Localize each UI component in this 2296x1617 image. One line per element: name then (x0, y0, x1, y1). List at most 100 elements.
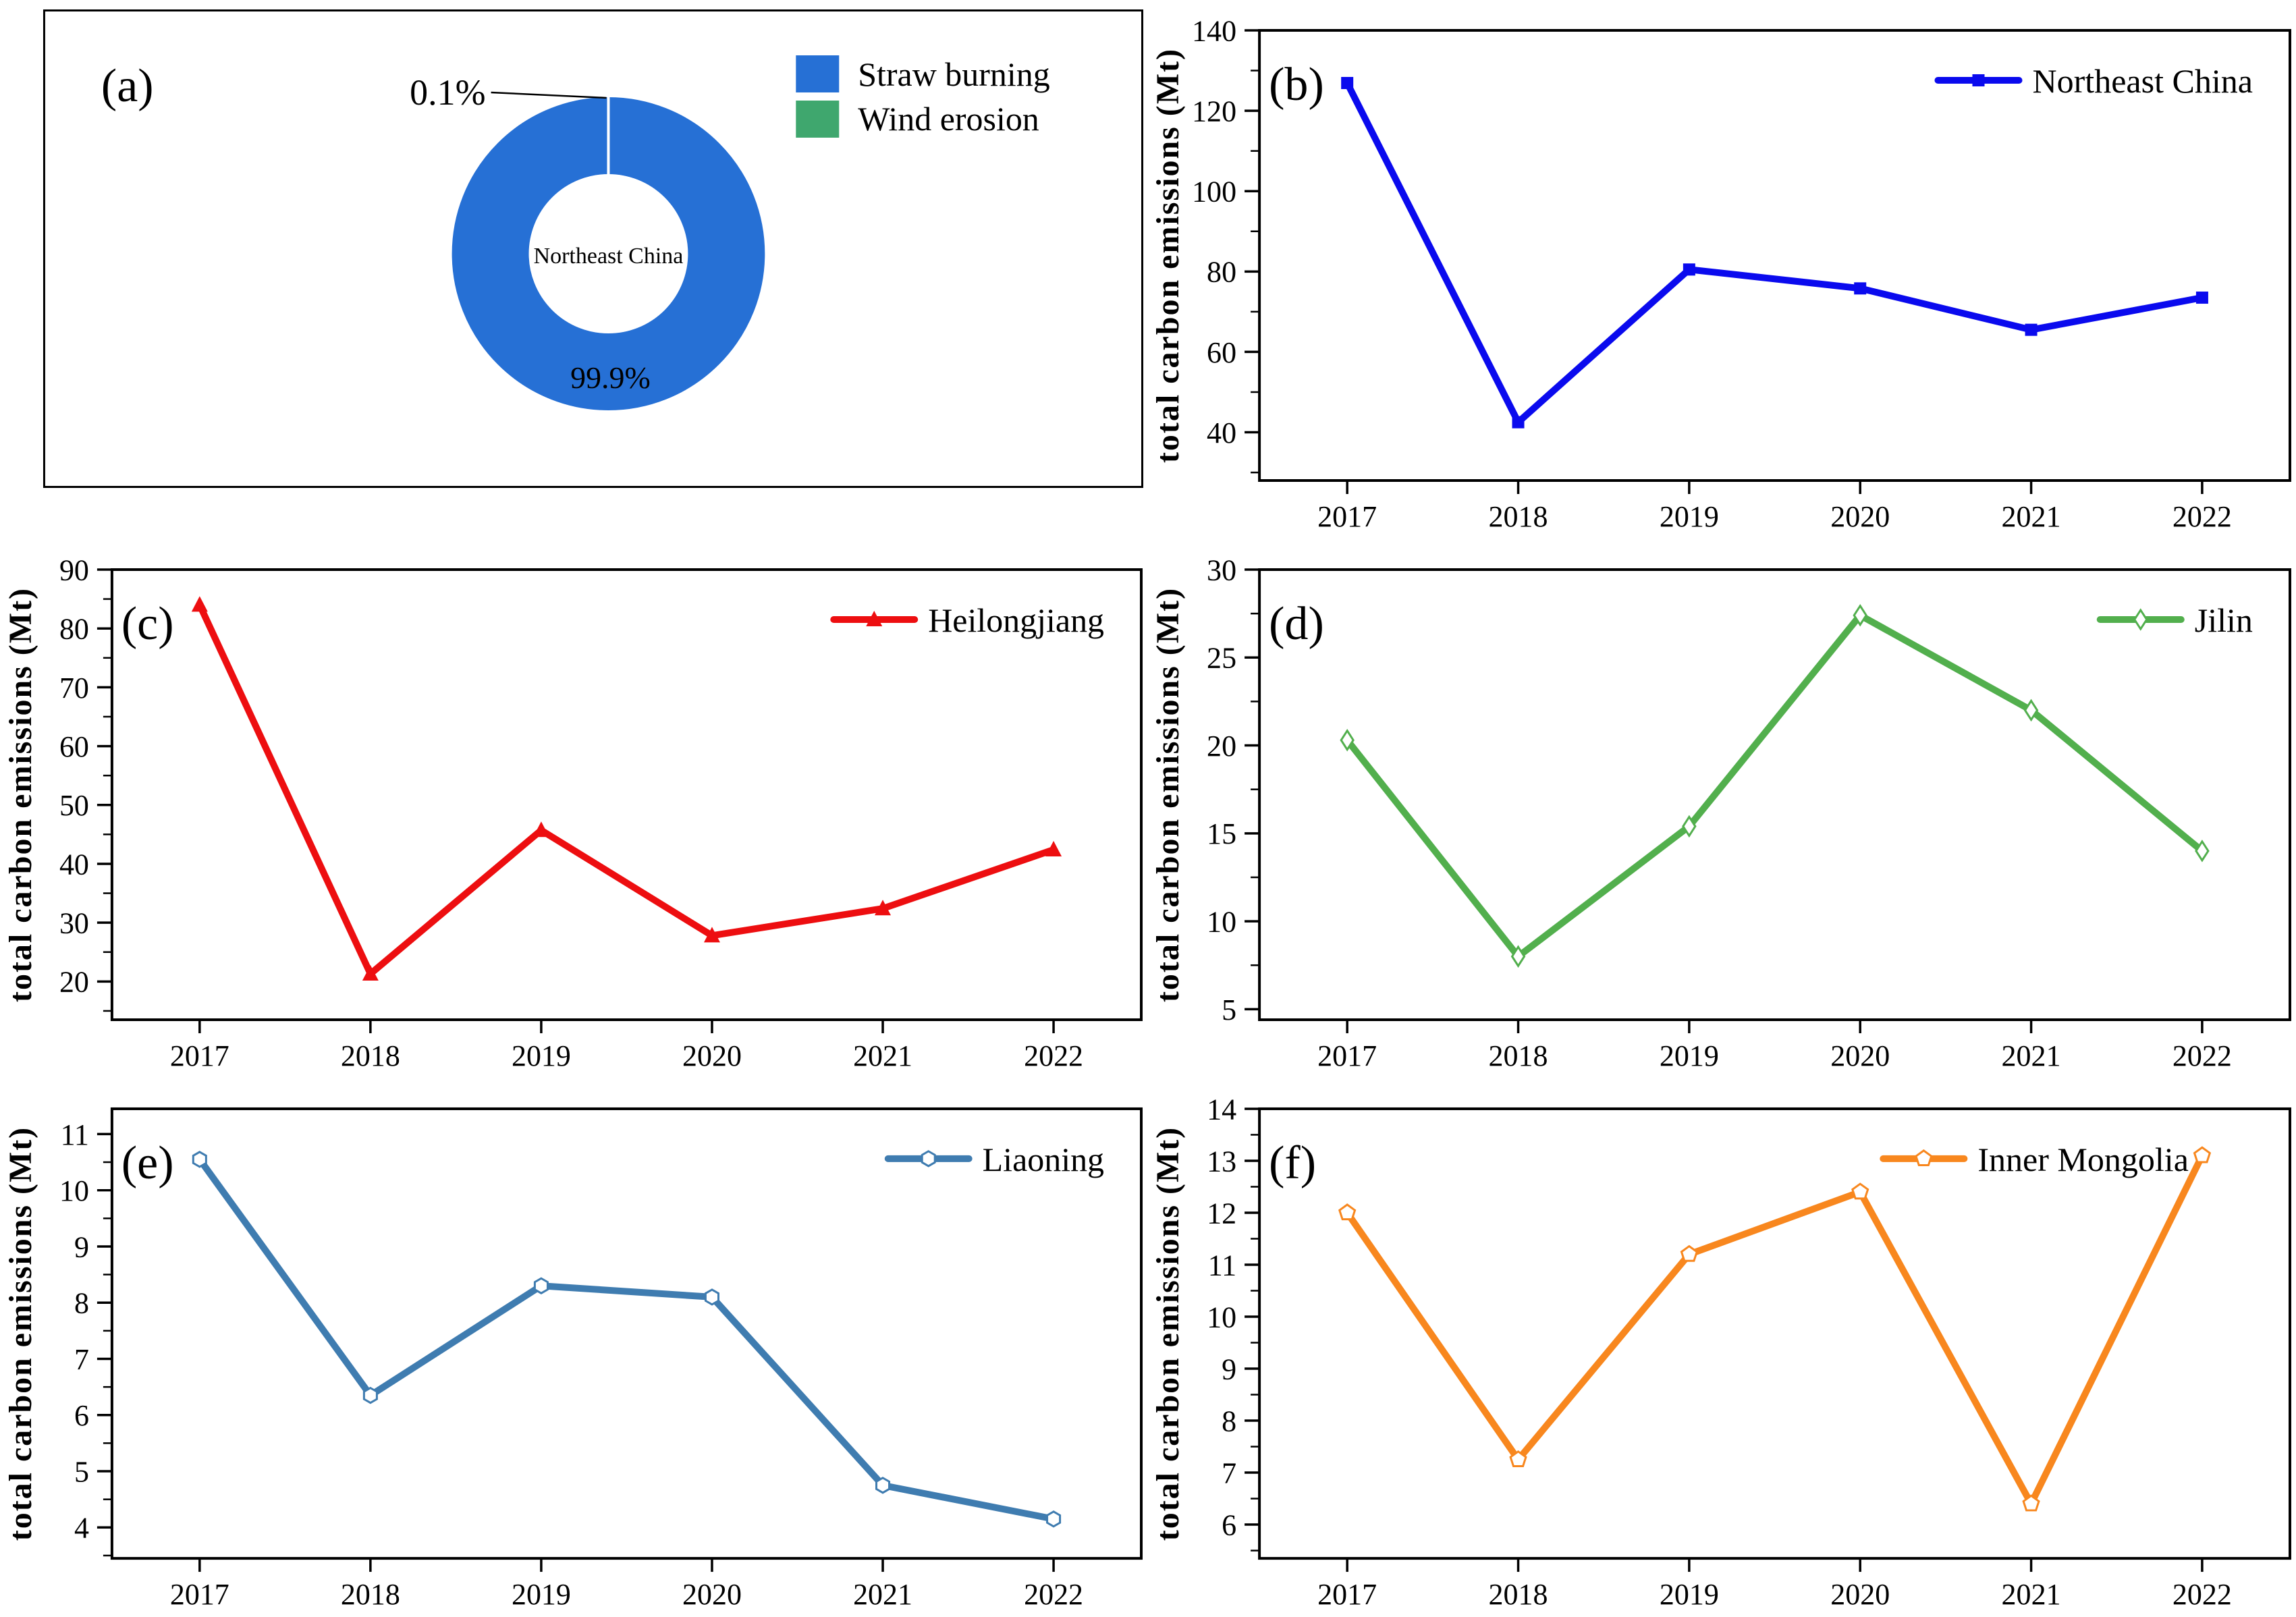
x-tick-label: 2019 (1660, 1578, 1719, 1611)
x-tick-label: 2021 (853, 1578, 912, 1611)
y-tick-label: 6 (1222, 1508, 1236, 1541)
x-tick-label: 2022 (1024, 1578, 1083, 1611)
y-tick-label: 4 (74, 1512, 89, 1545)
axis-frame (110, 568, 1143, 1021)
data-marker (1509, 1450, 1527, 1467)
y-tick-label: 25 (1207, 642, 1236, 675)
y-tick-label: 10 (1207, 906, 1236, 939)
legend-marker (1915, 1149, 1933, 1167)
legend-label: Northeast China (2033, 62, 2253, 100)
y-tick-label: 40 (1207, 416, 1236, 449)
data-marker (875, 900, 892, 916)
x-tick-label: 2022 (2172, 500, 2232, 533)
x-tick-label: 2019 (1660, 1039, 1719, 1072)
leader-line (491, 91, 607, 99)
x-tick-label: 2017 (1317, 1039, 1377, 1072)
y-tick-label: 20 (59, 966, 89, 999)
y-tick-label: 5 (74, 1455, 89, 1488)
y-axis-title: total carbon emissions (Mt) (1150, 1126, 1186, 1541)
x-tick-label: 2022 (2172, 1039, 2232, 1072)
pct-label-straw-burning: 99.9% (570, 360, 651, 395)
y-tick-label: 13 (1207, 1145, 1236, 1178)
legend-label: Jilin (2195, 601, 2253, 639)
data-marker (704, 1288, 720, 1306)
y-tick-label: 14 (1207, 1093, 1236, 1126)
axis-frame (1258, 29, 2291, 482)
panel-b: 40 60 80 100 120 140 2017 2018 2019 2020 2021 2022 t… (1147, 0, 2296, 539)
data-marker (2025, 323, 2038, 336)
x-tick-label: 2020 (1830, 1039, 1890, 1072)
panel-c: 20 30 40 50 60 70 80 90 2017 2018 2019 2020 2021 2022… (0, 539, 1147, 1078)
panel-letter: (e) (121, 1137, 174, 1189)
data-marker (1341, 77, 1354, 90)
panel-letter: (a) (101, 60, 154, 112)
data-marker (2193, 1146, 2212, 1163)
legend-label: Liaoning (983, 1141, 1104, 1178)
y-tick-label: 7 (1222, 1456, 1236, 1489)
x-tick-label: 2018 (1489, 1578, 1548, 1611)
panel-letter: (f) (1269, 1137, 1316, 1189)
y-tick-label: 15 (1207, 817, 1236, 850)
line-chart-b: 40 60 80 100 120 140 2017 2018 2019 2020 2021 2022 t… (1150, 14, 2291, 533)
panel-letter: (b) (1269, 59, 1324, 111)
x-tick-label: 2017 (170, 1039, 229, 1072)
x-tick-label: 2018 (341, 1039, 400, 1072)
legend-swatch-straw-burning (796, 55, 840, 92)
x-tick-label: 2018 (1489, 1039, 1548, 1072)
x-tick-label: 2019 (512, 1039, 571, 1072)
data-marker (1340, 728, 1355, 752)
y-tick-label: 5 (1222, 993, 1236, 1026)
data-marker (703, 927, 720, 943)
data-marker (2022, 1494, 2040, 1512)
panel-letter: (c) (121, 598, 174, 650)
legend-marker (2133, 608, 2148, 631)
data-marker (1854, 282, 1867, 295)
line-chart-d: 5 10 15 20 25 30 2017 2018 2019 2020 2021 2022 total… (1150, 553, 2291, 1072)
series-line (1344, 1152, 2206, 1508)
axis-frame (110, 1107, 1143, 1560)
x-tick-label: 2021 (2002, 500, 2061, 533)
line-chart-f: 6 7 8 9 10 11 12 13 14 2017 2018 2019 2020 2021 2022 to… (1150, 1093, 2291, 1611)
panel-border (43, 9, 1144, 488)
x-tick-label: 2019 (1660, 500, 1719, 533)
y-tick-label: 12 (1207, 1197, 1236, 1230)
legend-label-wind-erosion: Wind erosion (858, 100, 1039, 138)
data-marker (191, 596, 208, 612)
y-tick-label: 60 (1207, 336, 1236, 369)
line-chart-e: 4 5 6 7 8 9 10 11 2017 2018 2019 2020 2021 2022 total … (3, 1107, 1143, 1611)
data-marker (1046, 1510, 1062, 1528)
data-marker (532, 821, 549, 838)
data-marker (1682, 815, 1697, 838)
data-marker (1680, 1244, 1699, 1262)
y-tick-label: 11 (61, 1118, 89, 1151)
panel-d: 5 10 15 20 25 30 2017 2018 2019 2020 2021 2022 total… (1147, 539, 2296, 1078)
data-marker (362, 1386, 378, 1404)
x-tick-label: 2020 (1830, 500, 1890, 533)
axis-frame (1258, 568, 2291, 1021)
y-tick-label: 10 (59, 1174, 89, 1207)
x-tick-label: 2018 (341, 1578, 400, 1611)
x-tick-label: 2020 (682, 1039, 742, 1072)
y-tick-label: 140 (1192, 14, 1236, 47)
y-axis-title: total carbon emissions (Mt) (1150, 587, 1186, 1002)
y-tick-label: 30 (1207, 553, 1236, 586)
x-tick-label: 2020 (682, 1578, 742, 1611)
data-marker (533, 1277, 549, 1294)
data-marker (1338, 1203, 1357, 1221)
y-tick-label: 30 (59, 907, 89, 940)
series-line (1344, 80, 2206, 426)
legend-label-straw-burning: Straw burning (858, 55, 1049, 93)
panel-f: 6 7 8 9 10 11 12 13 14 2017 2018 2019 2020 2021 2022 to… (1147, 1078, 2296, 1617)
legend-label: Heilongjiang (928, 601, 1104, 639)
x-tick-label: 2019 (512, 1578, 571, 1611)
data-marker (362, 964, 379, 981)
x-tick-label: 2017 (1317, 1578, 1377, 1611)
donut-center-label: Northeast China (534, 244, 684, 269)
y-tick-label: 11 (1208, 1249, 1236, 1282)
data-marker (1510, 945, 1526, 968)
series-line (196, 601, 1058, 977)
x-tick-label: 2021 (2002, 1039, 2061, 1072)
y-tick-label: 9 (1222, 1352, 1236, 1386)
legend-marker (1972, 74, 1985, 86)
data-marker (1045, 841, 1062, 857)
